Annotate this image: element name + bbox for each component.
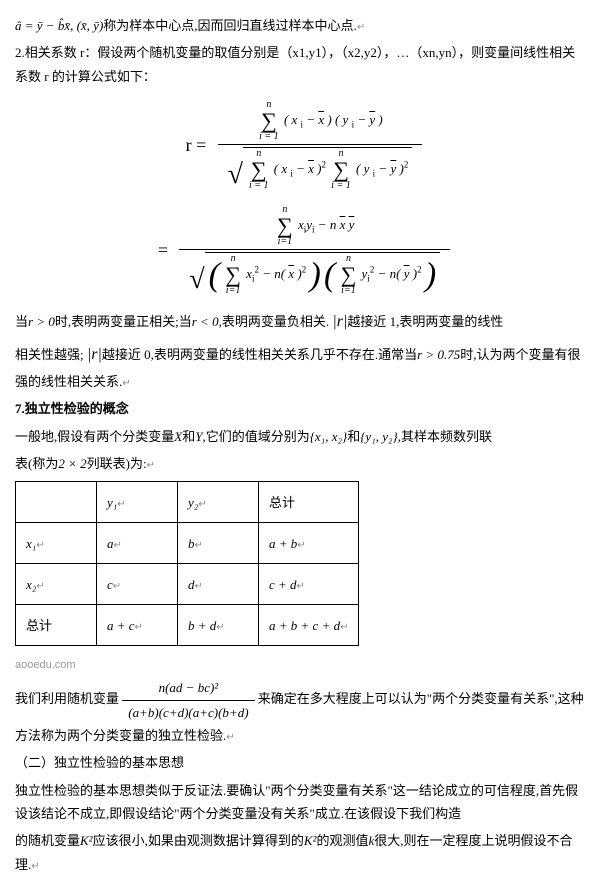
- cell-y2: y₂↵: [178, 482, 259, 523]
- formula-a-hat: â = ȳ − b̂x̄, (x̄, ȳ): [15, 18, 103, 33]
- sum-1: n ∑ i = 1: [259, 100, 279, 142]
- line1: â = ȳ − b̂x̄, (x̄, ȳ)称为样本中心点,因而回归直线过样本中心…: [15, 14, 585, 37]
- line2: 2.相关系数 r：假设两个随机变量的取值分别是（x1,y1），（x2,y2），……: [15, 41, 585, 88]
- cell-all: a + b + c + d↵: [259, 605, 359, 646]
- sec7-p1: 一般地,假设有两个分类变量X和Y,它们的值域分别为{x₁, x₂}和{y₁, y…: [15, 425, 585, 448]
- sec2-p2: 的随机变量K²应该很小,如果由观测数据计算得到的K²的观测值k很大,则在一定程度…: [15, 829, 585, 876]
- cell-cd: c + d↵: [259, 564, 359, 605]
- cell-y1: y₁↵: [97, 482, 178, 523]
- contingency-table: y₁↵ y₂↵ 总计 x₁↵ a↵ b↵ a + b↵ x₂↵ c↵ d↵ c …: [15, 481, 359, 646]
- table-row: x₂↵ c↵ d↵ c + d↵: [16, 564, 359, 605]
- k2-para: aooedu.com 我们利用随机变量 n(ad − bc)² (a+b)(c+…: [15, 652, 585, 747]
- sqrt-2: √ ( n ∑ i=1 xi2 − n( x )2 ) ( n ∑ i=1: [189, 252, 440, 296]
- sum-5: n ∑ i=1: [225, 254, 241, 296]
- section-2-title: （二）独立性检验的基本思想: [15, 751, 585, 774]
- sum-6: n ∑ i=1: [341, 254, 357, 296]
- watermark: aooedu.com: [15, 659, 76, 671]
- para-r-explain-1: 当r > 0时,表明两变量正相关;当r < 0,表明两变量负相关. |r|越接近…: [15, 308, 585, 337]
- r-equals: r =: [186, 129, 207, 161]
- sum-4: n ∑ i=1: [277, 205, 293, 247]
- k2-formula: n(ad − bc)² (a+b)(c+d)(a+c)(b+d): [122, 676, 254, 724]
- t2: −: [303, 112, 318, 127]
- section-7-title: 7.独立性检验的概念: [15, 397, 585, 420]
- cell-x1: x₁↵: [16, 523, 97, 564]
- t5: ): [375, 112, 383, 127]
- t4: −: [354, 112, 369, 127]
- table-row: y₁↵ y₂↵ 总计: [16, 482, 359, 523]
- sum-3: n ∑ i = 1: [331, 149, 351, 191]
- r-fraction-2: n ∑ i=1 xiyi − n x y √ ( n ∑ i=1 xi2 − n…: [179, 203, 450, 298]
- sqrt-1: √ n ∑ i = 1 ( x i − x )2 n ∑ i = 1 ( y i…: [228, 147, 413, 191]
- r-fraction-1: n ∑ i = 1 ( x i − x ) ( y i − y ) √ n ∑ …: [218, 98, 423, 193]
- t3: ) ( y: [324, 112, 351, 127]
- t1: ( x: [284, 112, 301, 127]
- formula-r-2: = n ∑ i=1 xiyi − n x y √ ( n ∑ i=1 x: [15, 203, 585, 298]
- ret-mark: ↵: [357, 22, 365, 33]
- cell-a: a↵: [97, 523, 178, 564]
- table-row: x₁↵ a↵ b↵ a + b↵: [16, 523, 359, 564]
- formula-r-1: r = n ∑ i = 1 ( x i − x ) ( y i − y ) √ …: [15, 98, 585, 193]
- table-row: 总计 a + c↵ b + d↵ a + b + c + d↵: [16, 605, 359, 646]
- cell-x2: x₂↵: [16, 564, 97, 605]
- cell-total-r: 总计: [16, 605, 97, 646]
- cell-blank: [16, 482, 97, 523]
- cell-ac: a + c↵: [97, 605, 178, 646]
- sec2-p1: 独立性检验的基本思想类似于反证法.要确认"两个分类变量有关系"这一结论成立的可信…: [15, 779, 585, 826]
- cell-total-h: 总计: [259, 482, 359, 523]
- cell-b: b↵: [178, 523, 259, 564]
- cell-c: c↵: [97, 564, 178, 605]
- para-r-explain-2: 相关性越强; |r|越接近 0,表明两变量的线性相关关系几乎不存在.通常当r >…: [15, 341, 585, 393]
- cell-ab: a + b↵: [259, 523, 359, 564]
- line1-text: 称为样本中心点,因而回归直线过样本中心点.: [103, 18, 357, 33]
- equals-2: =: [158, 234, 168, 266]
- cell-bd: b + d↵: [178, 605, 259, 646]
- sum-2: n ∑ i = 1: [249, 149, 269, 191]
- cell-d: d↵: [178, 564, 259, 605]
- sec7-p2: 表(称为2 × 2列联表)为:↵: [15, 452, 585, 475]
